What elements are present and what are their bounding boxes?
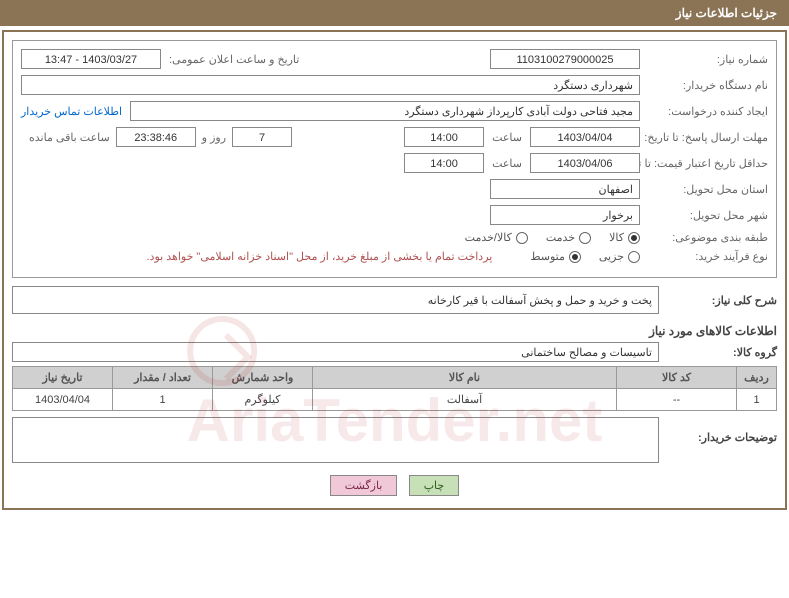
button-row: چاپ بازگشت (4, 463, 785, 508)
city-label: شهر محل تحویل: (648, 209, 768, 222)
time-label-2: ساعت (492, 157, 522, 170)
buyer-notes-box (12, 417, 659, 463)
announce-label: تاریخ و ساعت اعلان عمومی: (169, 53, 299, 66)
days-field: 7 (232, 127, 292, 147)
validity-time-field: 14:00 (404, 153, 484, 173)
days-and-label: روز و (202, 131, 226, 144)
table-row: 1 -- آسفالت کیلوگرم 1 1403/04/04 (13, 389, 777, 411)
requester-field: مجید فتاحی دولت آبادی کارپرداز شهرداری د… (130, 101, 640, 121)
summary-field: پخت و خرید و حمل و پخش آسفالت با قیر کار… (12, 286, 659, 314)
requester-label: ایجاد کننده درخواست: (648, 105, 768, 118)
title-bar: جزئیات اطلاعات نیاز (0, 0, 789, 26)
deadline-date-field: 1403/04/04 (530, 127, 640, 147)
page-title: جزئیات اطلاعات نیاز (676, 6, 777, 20)
back-button[interactable]: بازگشت (330, 475, 398, 496)
td-qty: 1 (113, 389, 213, 411)
province-field: اصفهان (490, 179, 640, 199)
category-radio-khedmat[interactable]: خدمت (528, 231, 591, 244)
table-header-row: ردیف کد کالا نام کالا واحد شمارش تعداد /… (13, 367, 777, 389)
need-number-field: 1103100279000025 (490, 49, 640, 69)
deadline-time-field: 14:00 (404, 127, 484, 147)
need-number-label: شماره نیاز: (648, 53, 768, 66)
print-button[interactable]: چاپ (409, 475, 460, 496)
summary-label: شرح کلی نیاز: (667, 294, 777, 307)
category-label: طبقه بندی موضوعی: (648, 231, 768, 244)
buyer-org-field: شهرداری دستگرد (21, 75, 640, 95)
th-name: نام کالا (313, 367, 617, 389)
info-panel: شماره نیاز: 1103100279000025 تاریخ و ساع… (12, 40, 777, 278)
group-label: گروه کالا: (667, 346, 777, 359)
treasury-notice: پرداخت تمام یا بخشی از مبلغ خرید، از محل… (147, 250, 493, 263)
deadline-label: مهلت ارسال پاسخ: تا تاریخ: (648, 131, 768, 144)
td-code: -- (617, 389, 737, 411)
process-radio-medium[interactable]: متوسط (512, 250, 581, 263)
countdown-field: 23:38:46 (116, 127, 196, 147)
category-radio-both[interactable]: کالا/خدمت (447, 231, 528, 244)
buyer-notes-label: توضیحات خریدار: (667, 417, 777, 444)
process-label: نوع فرآیند خرید: (648, 250, 768, 263)
time-label-1: ساعت (492, 131, 522, 144)
th-code: کد کالا (617, 367, 737, 389)
category-radio-kala[interactable]: کالا (591, 231, 640, 244)
td-date: 1403/04/04 (13, 389, 113, 411)
td-unit: کیلوگرم (213, 389, 313, 411)
main-panel: AriaTender.net شماره نیاز: 1103100279000… (2, 30, 787, 510)
th-row: ردیف (737, 367, 777, 389)
validity-label: حداقل تاریخ اعتبار قیمت: تا تاریخ: (648, 157, 768, 170)
province-label: استان محل تحویل: (648, 183, 768, 196)
buyer-contact-link[interactable]: اطلاعات تماس خریدار (21, 105, 122, 118)
td-row: 1 (737, 389, 777, 411)
th-unit: واحد شمارش (213, 367, 313, 389)
city-field: برخوار (490, 205, 640, 225)
th-qty: تعداد / مقدار (113, 367, 213, 389)
buyer-org-label: نام دستگاه خریدار: (648, 79, 768, 92)
group-field: تاسیسات و مصالح ساختمانی (12, 342, 659, 362)
th-date: تاریخ نیاز (13, 367, 113, 389)
process-radio-minor[interactable]: جزیی (581, 250, 640, 263)
announce-field: 1403/03/27 - 13:47 (21, 49, 161, 69)
goods-table: ردیف کد کالا نام کالا واحد شمارش تعداد /… (12, 366, 777, 411)
validity-date-field: 1403/04/06 (530, 153, 640, 173)
td-name: آسفالت (313, 389, 617, 411)
goods-section-title: اطلاعات کالاهای مورد نیاز (12, 324, 777, 338)
remaining-label: ساعت باقی مانده (29, 131, 110, 144)
